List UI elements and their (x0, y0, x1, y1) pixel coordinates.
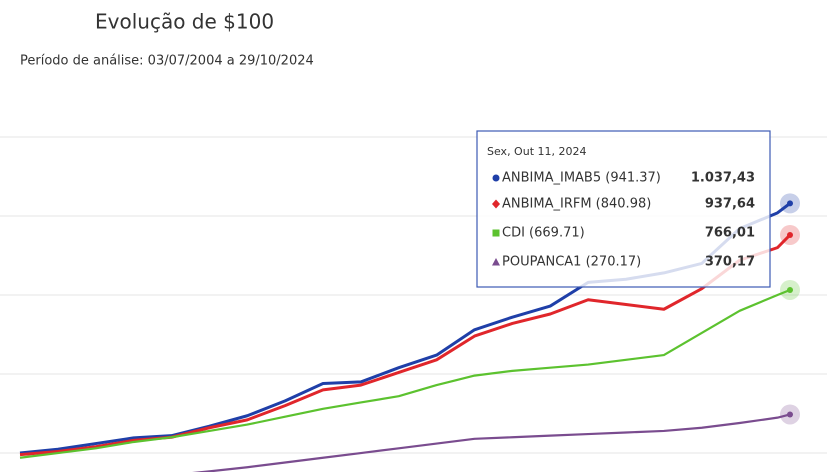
series-line (19, 288, 791, 459)
tooltip-series-value: 937,64 (705, 197, 755, 212)
tooltip-box (476, 130, 771, 288)
tooltip-series-name: ANBIMA_IRFM (840.98) (502, 197, 651, 212)
end-point (787, 231, 793, 238)
end-point (787, 200, 793, 207)
tooltip-title: Sex, Out 11, 2024 (487, 145, 586, 158)
series-line (192, 413, 791, 472)
tooltip-marker (492, 258, 500, 266)
end-point (787, 286, 793, 293)
tooltip-series-value: 766,01 (705, 226, 755, 241)
tooltip: Sex, Out 11, 2024 ANBIMA_IMAB5 (941.37) 1.… (476, 130, 771, 288)
tooltip-series-name: ANBIMA_IMAB5 (941.37) (502, 171, 661, 186)
tooltip-marker (492, 174, 500, 182)
chart-subtitle: Período de análise: 03/07/2004 a 29/10/2… (20, 54, 314, 69)
tooltip-marker (492, 229, 500, 237)
chart-title: Evolução de $100 (95, 10, 274, 34)
end-point (787, 411, 793, 418)
tooltip-series-name: POUPANCA1 (270.17) (502, 255, 641, 270)
tooltip-series-name: CDI (669.71) (502, 226, 585, 241)
tooltip-series-value: 1.037,43 (691, 171, 755, 186)
tooltip-series-value: 370,17 (705, 255, 755, 270)
tooltip-marker (492, 199, 500, 209)
